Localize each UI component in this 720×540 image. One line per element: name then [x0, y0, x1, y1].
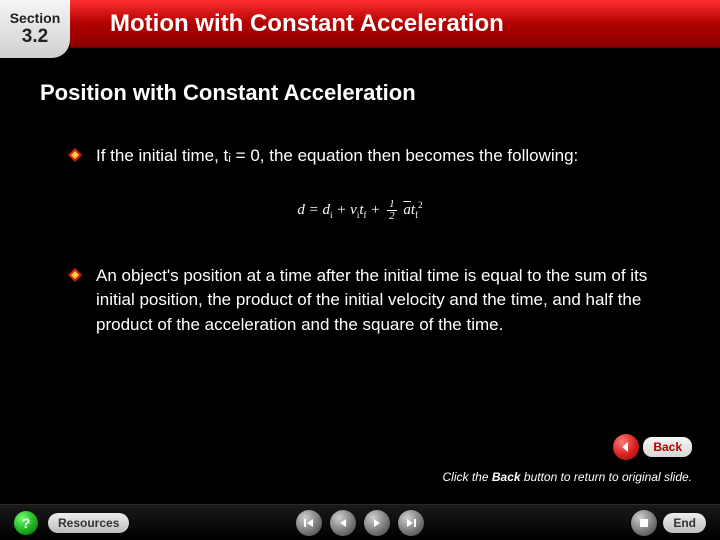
eq-half: 12	[387, 199, 397, 222]
bullet-text: An object's position at a time after the…	[96, 264, 680, 338]
hint-prefix: Click the	[443, 470, 492, 484]
eq-d: d	[297, 202, 305, 218]
eq-eq: =	[305, 202, 323, 218]
resources-button[interactable]: Resources	[48, 513, 129, 533]
section-label: Section	[10, 10, 61, 26]
eq-v: v	[350, 202, 357, 218]
nav-prev-button[interactable]	[330, 510, 356, 536]
eq-plus2: +	[367, 202, 385, 218]
nav-last-button[interactable]	[398, 510, 424, 536]
eq-half-n: 1	[387, 199, 397, 211]
hint-suffix: button to return to original slide.	[521, 470, 692, 484]
end-icon-button[interactable]	[631, 510, 657, 536]
eq-sq: 2	[418, 200, 423, 210]
bullet-item: If the initial time, tᵢ = 0, the equatio…	[40, 144, 680, 169]
equation: d = di + vitf + 12 atf2	[40, 199, 680, 222]
subheading: Position with Constant Acceleration	[40, 80, 680, 106]
eq-sub-f2: f	[415, 210, 418, 220]
nav-next-button[interactable]	[364, 510, 390, 536]
bullet-icon	[68, 148, 82, 162]
eq-plus1: +	[333, 202, 351, 218]
hint-text: Click the Back button to return to origi…	[443, 470, 692, 484]
eq-a: a	[403, 202, 411, 218]
page-title: Motion with Constant Acceleration	[110, 10, 504, 38]
header: Section 3.2 Motion with Constant Acceler…	[0, 0, 720, 58]
section-tab: Section 3.2	[0, 0, 70, 58]
section-number: 3.2	[22, 26, 48, 48]
eq-di: d	[323, 202, 331, 218]
back-button[interactable]: Back	[613, 434, 692, 460]
footer-nav	[296, 510, 424, 536]
eq-half-d: 2	[387, 211, 397, 222]
bullet-icon	[68, 268, 82, 282]
end-button[interactable]: End	[663, 513, 706, 533]
nav-first-button[interactable]	[296, 510, 322, 536]
footer-right: End	[631, 510, 706, 536]
back-label: Back	[643, 437, 692, 457]
content: Position with Constant Acceleration If t…	[0, 58, 720, 338]
bullet-text: If the initial time, tᵢ = 0, the equatio…	[96, 144, 578, 169]
footer: ? Resources End	[0, 504, 720, 540]
help-button[interactable]: ?	[14, 511, 38, 535]
bullet-item: An object's position at a time after the…	[40, 264, 680, 338]
footer-left: ? Resources	[14, 511, 129, 535]
back-arrow-icon	[613, 434, 639, 460]
title-bar: Motion with Constant Acceleration	[70, 0, 720, 48]
hint-bold: Back	[492, 470, 521, 484]
